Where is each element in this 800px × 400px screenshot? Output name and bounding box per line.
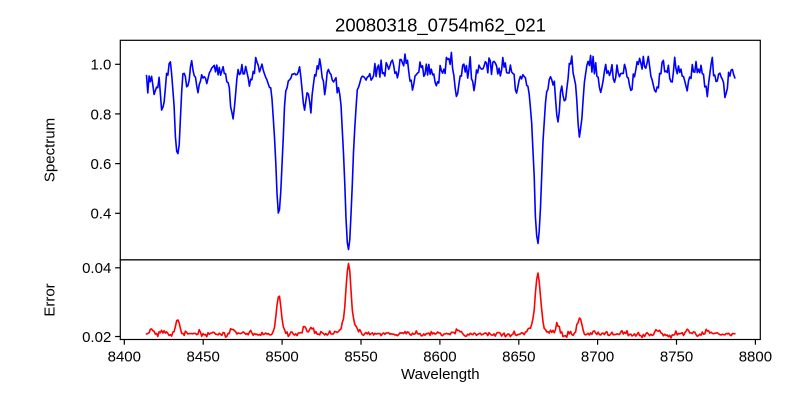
svg-text:8550: 8550 bbox=[344, 349, 377, 366]
svg-text:8650: 8650 bbox=[502, 349, 535, 366]
svg-text:Spectrum: Spectrum bbox=[42, 118, 59, 182]
svg-text:8800: 8800 bbox=[739, 349, 772, 366]
svg-text:8600: 8600 bbox=[423, 349, 456, 366]
svg-text:Error: Error bbox=[42, 283, 59, 316]
svg-text:8750: 8750 bbox=[660, 349, 693, 366]
svg-text:8400: 8400 bbox=[108, 349, 141, 366]
svg-text:20080318_0754m62_021: 20080318_0754m62_021 bbox=[335, 14, 546, 36]
svg-text:0.02: 0.02 bbox=[82, 329, 111, 346]
svg-text:8500: 8500 bbox=[265, 349, 298, 366]
svg-text:Wavelength: Wavelength bbox=[401, 366, 480, 383]
svg-text:0.8: 0.8 bbox=[90, 106, 111, 123]
svg-text:8700: 8700 bbox=[581, 349, 614, 366]
svg-text:1.0: 1.0 bbox=[90, 57, 111, 74]
svg-text:8450: 8450 bbox=[187, 349, 220, 366]
svg-text:0.4: 0.4 bbox=[90, 206, 111, 223]
svg-text:0.6: 0.6 bbox=[90, 156, 111, 173]
svg-text:0.04: 0.04 bbox=[82, 260, 111, 277]
